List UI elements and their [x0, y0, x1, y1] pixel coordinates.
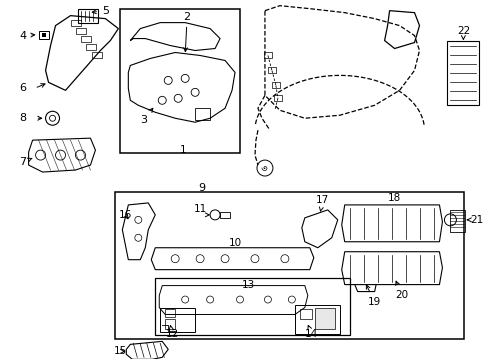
Polygon shape — [128, 53, 235, 122]
Text: 8: 8 — [19, 113, 26, 123]
Polygon shape — [122, 203, 155, 260]
Bar — [92, 52, 101, 58]
Bar — [295, 305, 340, 334]
Text: 13: 13 — [242, 280, 255, 289]
Polygon shape — [302, 210, 338, 248]
Polygon shape — [385, 11, 419, 49]
Bar — [71, 21, 81, 27]
Bar — [76, 28, 86, 34]
Bar — [274, 95, 282, 101]
Text: 20: 20 — [395, 281, 408, 300]
Text: 11: 11 — [194, 204, 207, 214]
Text: 9: 9 — [198, 183, 206, 193]
Text: 10: 10 — [228, 238, 242, 248]
Bar — [268, 67, 276, 73]
Bar — [121, 9, 240, 153]
Bar — [42, 32, 46, 37]
Text: 2: 2 — [184, 12, 191, 51]
Text: 19: 19 — [367, 285, 381, 306]
Bar — [78, 9, 98, 23]
Bar — [39, 31, 49, 39]
Bar — [165, 319, 175, 329]
Text: 21: 21 — [467, 215, 484, 225]
Text: 3: 3 — [140, 108, 153, 125]
Bar — [272, 82, 280, 88]
Text: 4: 4 — [19, 31, 35, 41]
Polygon shape — [151, 248, 314, 270]
Bar — [86, 44, 97, 50]
Polygon shape — [159, 285, 308, 315]
Bar — [450, 210, 465, 232]
Polygon shape — [126, 341, 168, 359]
Bar — [160, 307, 195, 332]
Text: 1: 1 — [180, 145, 187, 155]
Text: 15: 15 — [114, 346, 127, 356]
Text: 16: 16 — [119, 210, 132, 220]
Bar — [115, 192, 465, 339]
Text: 5: 5 — [92, 6, 109, 15]
Bar — [81, 36, 91, 42]
Text: 14: 14 — [305, 325, 318, 339]
Text: 7: 7 — [19, 157, 32, 167]
Text: 12: 12 — [166, 325, 179, 339]
Bar — [155, 278, 350, 336]
Text: 6: 6 — [19, 84, 26, 93]
Bar — [195, 108, 210, 120]
Polygon shape — [342, 252, 442, 285]
Polygon shape — [28, 138, 96, 172]
Text: 22: 22 — [457, 26, 470, 40]
Polygon shape — [130, 23, 220, 50]
Bar — [447, 41, 479, 105]
Bar — [165, 310, 175, 318]
Text: 17: 17 — [316, 195, 329, 211]
Polygon shape — [46, 15, 119, 90]
Bar — [315, 307, 335, 329]
Bar — [300, 310, 312, 319]
Bar — [220, 212, 230, 218]
Polygon shape — [353, 265, 378, 292]
Polygon shape — [342, 205, 442, 242]
Text: 18: 18 — [388, 193, 401, 203]
Bar — [264, 53, 272, 58]
